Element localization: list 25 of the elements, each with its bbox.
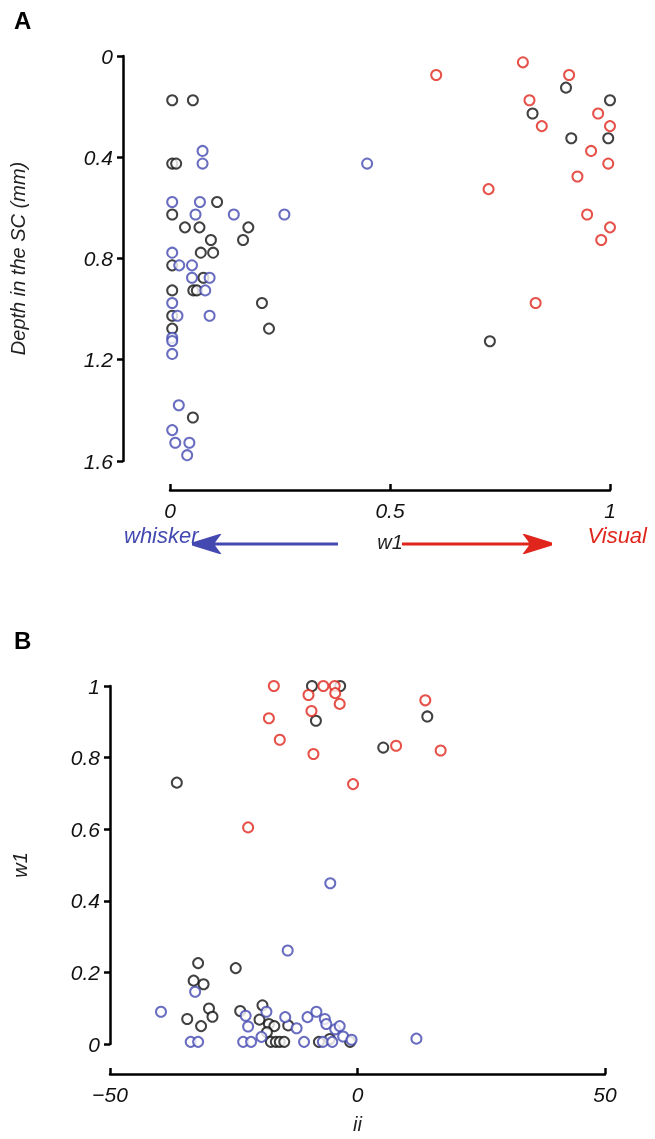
x-axis-title: w1: [377, 531, 403, 553]
x-axis-title: ii: [353, 1113, 363, 1135]
y-tick-label: 0.6: [70, 817, 101, 841]
y-tick-label: 0: [101, 44, 114, 68]
y-tick-label: 1.6: [83, 449, 114, 473]
y-tick-label: 0.8: [83, 247, 114, 270]
x-tick-label: 1: [604, 499, 616, 522]
chart-title: B: [14, 626, 32, 654]
y-axis-title: Depth in the SC (mm): [7, 161, 29, 356]
y-tick-label: 1.2: [83, 348, 114, 372]
x-tick-label: 50: [593, 1083, 617, 1106]
y-tick-label: 0.8: [70, 746, 101, 770]
y-tick-label: 0.2: [70, 960, 101, 984]
x-tick-label: 0.5: [375, 499, 405, 522]
text: Visual: [587, 523, 647, 549]
y-tick-label: 0: [88, 1032, 101, 1056]
text: whisker: [124, 523, 199, 549]
y-tick-label: 0.4: [83, 145, 113, 169]
y-tick-label: 0.4: [70, 889, 100, 913]
x-tick-label: 0: [164, 499, 177, 522]
chart-title: A: [14, 6, 32, 34]
x-tick-label: 0: [351, 1083, 364, 1106]
x-tick-label: −50: [92, 1083, 129, 1106]
y-tick-label: 1: [88, 674, 100, 698]
y-axis-title: w1: [9, 852, 31, 878]
